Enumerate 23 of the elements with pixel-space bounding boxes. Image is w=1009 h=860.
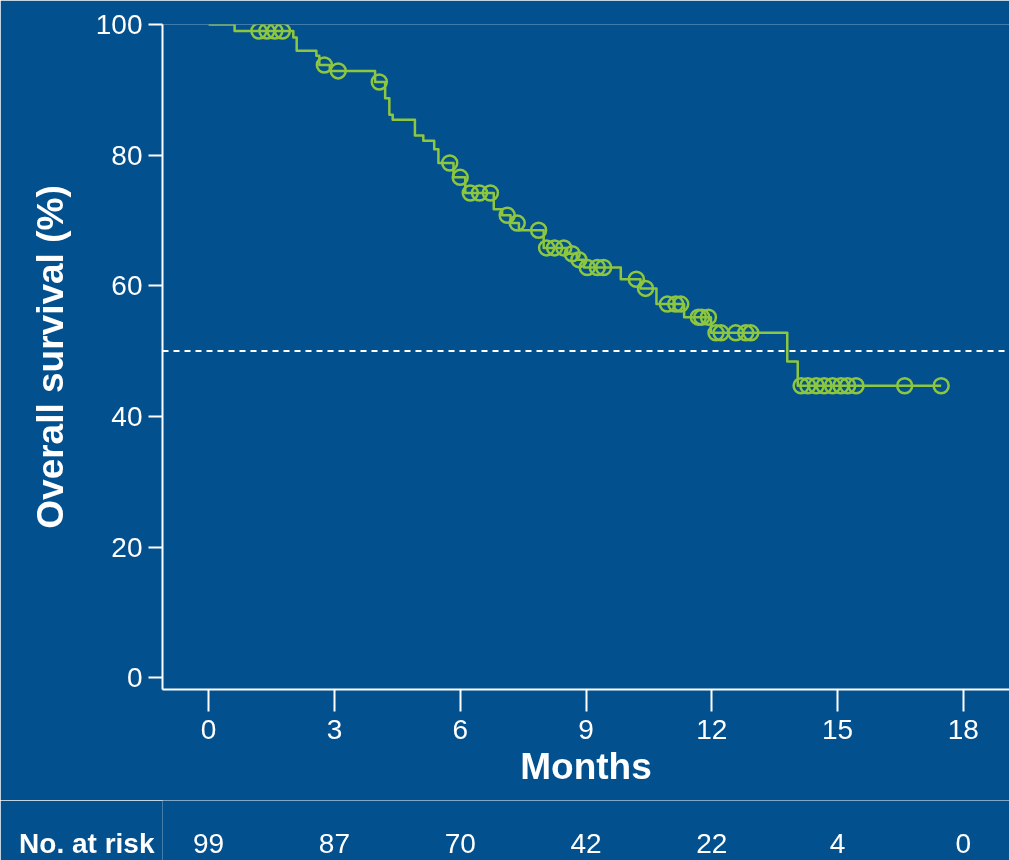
- y-tick-label: 80: [111, 139, 143, 171]
- x-tick-label: 18: [947, 713, 979, 745]
- y-tick-label: 0: [126, 662, 143, 694]
- x-tick-label: 15: [822, 713, 854, 745]
- y-tick-label: 100: [95, 9, 143, 40]
- y-tick-label: 60: [111, 270, 143, 302]
- x-axis-title: Months: [520, 745, 652, 787]
- y-axis-title: Overall survival (%): [29, 185, 71, 529]
- text: 99: [193, 828, 225, 859]
- text: 87: [318, 828, 350, 859]
- x-tick-label: 6: [452, 713, 468, 745]
- text: 0: [955, 828, 972, 859]
- text: 22: [696, 828, 728, 859]
- x-tick-label: 3: [326, 713, 343, 745]
- text: 4: [829, 828, 846, 859]
- x-tick-label: 9: [578, 713, 594, 745]
- text: 70: [444, 828, 476, 859]
- text: No. at risk: [19, 828, 155, 859]
- y-tick-label: 40: [111, 400, 143, 432]
- x-tick-label: 12: [696, 713, 728, 745]
- y-tick-label: 20: [111, 531, 143, 563]
- text: 42: [570, 828, 602, 859]
- x-tick-label: 0: [200, 713, 217, 745]
